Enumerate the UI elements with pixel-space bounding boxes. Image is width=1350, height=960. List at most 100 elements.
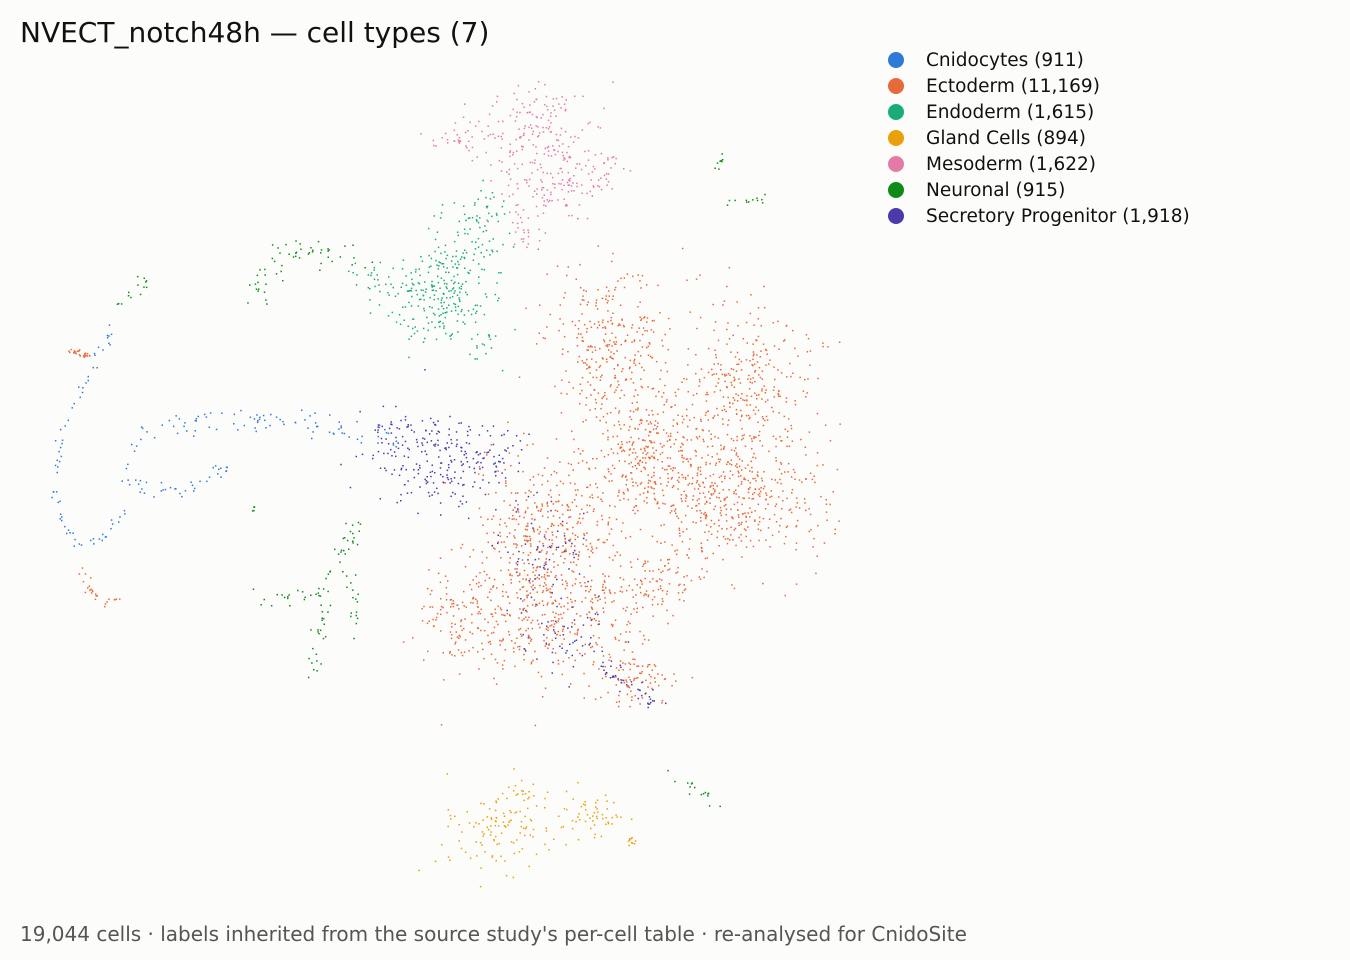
cell-point: [576, 182, 578, 185]
cell-point: [686, 554, 688, 556]
cell-point: [257, 420, 259, 422]
cell-point: [456, 231, 459, 233]
cell-point: [661, 674, 663, 676]
cell-point: [567, 350, 569, 353]
cell-point: [754, 488, 757, 490]
cell-point: [565, 203, 567, 206]
cell-point: [596, 611, 598, 614]
cell-point: [622, 662, 624, 664]
cell-point: [502, 120, 504, 123]
cell-point: [666, 593, 668, 595]
cell-point: [625, 378, 627, 381]
cell-point: [544, 232, 547, 234]
cell-point: [353, 637, 355, 640]
cell-point: [469, 269, 471, 272]
cell-point: [613, 467, 616, 470]
cell-point: [795, 542, 798, 544]
cell-point: [442, 652, 444, 654]
cell-point: [569, 177, 571, 180]
cell-point: [696, 480, 699, 482]
cell-point: [619, 324, 621, 326]
cell-point: [555, 438, 558, 440]
cell-point: [85, 354, 87, 357]
cell-point: [827, 346, 829, 348]
cell-point: [418, 464, 421, 467]
cell-point: [447, 580, 449, 582]
cell-point: [413, 332, 416, 335]
cell-point: [543, 194, 545, 196]
cell-point: [482, 835, 484, 837]
cell-point: [456, 320, 459, 322]
cell-point: [572, 561, 575, 563]
cell-point: [655, 395, 657, 398]
cell-point: [735, 393, 737, 395]
cell-point: [345, 522, 347, 525]
cell-point: [754, 457, 757, 459]
cell-point: [528, 580, 531, 582]
cell-point: [387, 452, 389, 455]
cell-point: [705, 461, 707, 464]
cell-point: [743, 497, 745, 500]
cell-point: [560, 127, 563, 130]
cell-point: [237, 429, 239, 431]
cell-point: [405, 275, 407, 277]
cell-point: [445, 271, 447, 273]
cell-point: [496, 282, 498, 284]
cell-point: [494, 608, 496, 611]
cell-point: [519, 216, 522, 219]
cell-point: [647, 491, 649, 493]
cell-point: [589, 817, 591, 819]
cell-point: [593, 824, 596, 826]
cell-point: [449, 651, 451, 653]
cell-point: [416, 293, 418, 296]
cell-point: [341, 432, 343, 434]
cell-point: [102, 533, 104, 536]
cell-point: [453, 292, 455, 294]
cell-point: [422, 341, 425, 343]
cell-point: [728, 489, 730, 491]
cell-point: [741, 521, 743, 524]
cell-point: [708, 430, 710, 432]
cell-point: [355, 284, 358, 286]
cell-point: [718, 525, 720, 527]
cell-point: [756, 339, 758, 342]
cell-point: [780, 461, 782, 464]
cell-point: [792, 468, 795, 471]
cell-point: [752, 351, 755, 353]
cell-point: [56, 471, 58, 474]
cell-point: [533, 519, 536, 521]
cell-point: [539, 510, 542, 512]
cell-point: [571, 606, 573, 608]
cell-point: [494, 548, 496, 550]
cell-point: [628, 449, 631, 451]
cell-point: [575, 553, 577, 555]
cell-point: [706, 570, 708, 573]
cell-point: [437, 444, 439, 446]
cell-point: [565, 370, 567, 372]
cell-point: [687, 391, 689, 393]
cell-point: [722, 535, 725, 538]
cell-point: [760, 487, 762, 489]
cell-point: [711, 456, 713, 458]
cell-point: [299, 243, 301, 245]
cell-point: [601, 589, 604, 591]
cell-point: [612, 544, 615, 547]
cell-point: [629, 359, 632, 362]
cell-point: [692, 495, 695, 497]
cell-point: [603, 455, 606, 458]
cell-point: [456, 134, 458, 136]
cell-point: [613, 352, 615, 355]
cell-point: [623, 450, 626, 452]
cell-point: [174, 488, 176, 490]
cell-point: [762, 418, 764, 420]
cell-point: [671, 544, 673, 546]
cell-point: [687, 348, 690, 350]
cell-point: [220, 467, 222, 469]
cell-point: [611, 323, 613, 325]
cell-point: [708, 491, 710, 493]
cell-point: [547, 128, 550, 130]
cell-point: [616, 816, 618, 818]
cell-point: [715, 373, 718, 375]
cell-point: [585, 461, 588, 464]
cell-point: [562, 634, 565, 636]
